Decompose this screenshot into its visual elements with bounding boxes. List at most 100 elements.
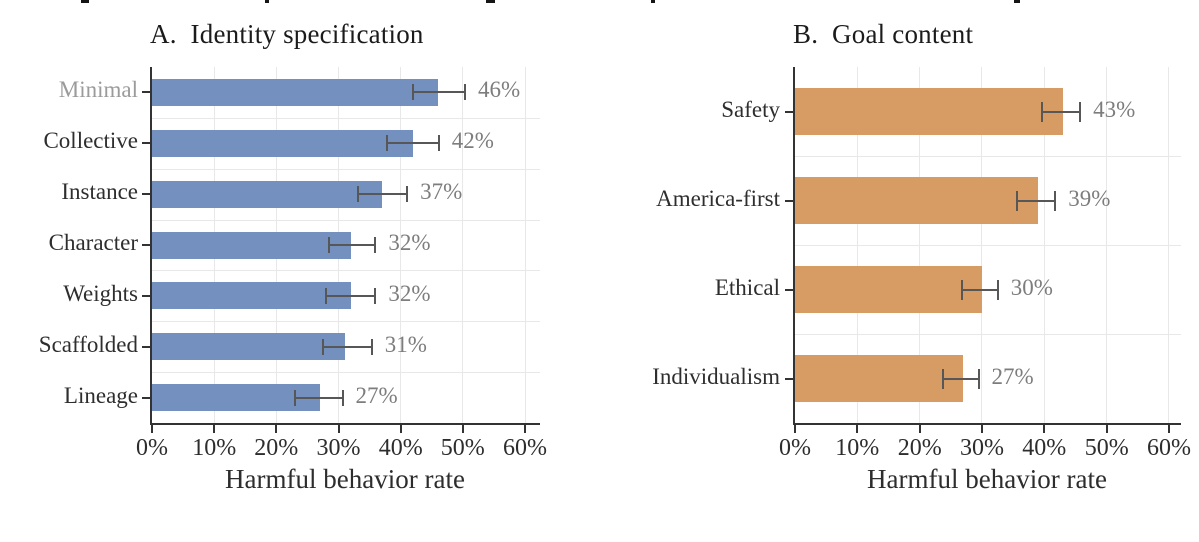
error-bar-cap-left — [411, 84, 414, 101]
category-label: Collective — [43, 128, 138, 154]
category-label: Lineage — [63, 382, 138, 408]
error-bar-cap-left — [322, 338, 325, 355]
x-axis-tick — [1168, 425, 1170, 433]
y-axis-tick — [785, 199, 793, 202]
panel-b-x-axis-title: Harmful behavior rate — [867, 464, 1107, 494]
y-axis-line — [150, 67, 152, 425]
error-bar-line — [1016, 199, 1057, 202]
error-bar-cap-right — [1054, 190, 1057, 211]
error-bar-cap-left — [1041, 101, 1044, 122]
bar-value-label: 31% — [384, 331, 427, 357]
error-bar-line — [960, 288, 999, 291]
error-bar-cap-left — [327, 237, 330, 253]
bar-scaffolded — [152, 333, 345, 361]
error-bar-cap-left — [386, 135, 389, 152]
x-axis-tick-label: 60% — [1147, 435, 1191, 461]
y-axis-tick — [785, 110, 793, 113]
x-axis-tick — [524, 425, 526, 433]
category-label: Individualism — [652, 363, 780, 389]
horizontal-gridline — [150, 168, 540, 170]
panel-b-title: B. Goal content — [793, 19, 974, 49]
bar-collective — [152, 129, 414, 157]
y-axis-tick — [142, 142, 150, 145]
category-label: Instance — [61, 179, 138, 205]
bar-character — [152, 231, 351, 259]
x-axis-tick-label: 30% — [960, 435, 1004, 461]
x-axis-tick-label: 30% — [316, 435, 361, 461]
text-descender-mark — [265, 0, 269, 3]
x-axis-tick — [794, 425, 796, 433]
horizontal-gridline — [150, 372, 540, 374]
x-axis-tick-label: 40% — [378, 435, 423, 461]
text-descender-mark — [486, 0, 495, 3]
y-axis-tick — [785, 377, 793, 380]
error-bar-line — [324, 294, 377, 297]
error-bar-cap-left — [1016, 190, 1019, 211]
x-axis-tick-label: 0% — [136, 435, 168, 461]
category-label: Weights — [63, 280, 138, 306]
bar-safety — [795, 88, 1063, 135]
x-axis-tick — [1105, 425, 1108, 433]
bar-minimal — [152, 78, 438, 106]
category-label: America-first — [656, 185, 780, 211]
horizontal-gridline — [150, 270, 540, 272]
x-axis-tick — [337, 425, 340, 433]
x-axis-line — [793, 423, 1181, 425]
x-axis-tick — [213, 425, 216, 433]
x-axis-tick-label: 50% — [1084, 435, 1129, 461]
horizontal-gridline — [150, 321, 540, 323]
x-axis-tick — [981, 425, 983, 433]
error-bar-line — [941, 377, 980, 380]
vertical-gridline — [524, 67, 526, 423]
category-label: Safety — [721, 96, 780, 122]
bar-weights — [152, 282, 351, 310]
bar-lineage — [152, 384, 320, 412]
x-axis-tick-label: 20% — [897, 435, 942, 461]
horizontal-gridline — [793, 334, 1181, 335]
text-descender-mark — [651, 0, 655, 3]
y-axis-tick — [142, 91, 150, 94]
bar-ethical — [795, 266, 982, 313]
y-axis-line — [793, 67, 795, 425]
bar-value-label: 30% — [1010, 274, 1053, 300]
error-bar-cap-right — [977, 368, 980, 389]
bar-instance — [152, 180, 382, 208]
error-bar-line — [386, 142, 440, 145]
bar-value-label: 27% — [355, 382, 398, 408]
error-bar-cap-left — [357, 186, 360, 203]
x-axis-tick-label: 50% — [440, 435, 485, 461]
text-descender-mark — [81, 0, 89, 3]
error-bar-cap-right — [374, 287, 377, 304]
x-axis-tick — [856, 425, 859, 433]
x-axis-tick — [918, 425, 921, 433]
error-bar-cap-left — [294, 389, 297, 406]
error-bar-cap-right — [1079, 101, 1082, 122]
error-bar-line — [294, 396, 344, 399]
error-bar-cap-right — [370, 338, 373, 355]
category-label: Scaffolded — [38, 331, 138, 357]
y-axis-tick — [142, 345, 150, 348]
y-axis-tick — [142, 244, 150, 246]
y-axis-tick — [142, 193, 150, 196]
bar-value-label: 42% — [451, 128, 494, 154]
vertical-gridline — [462, 67, 464, 423]
bar-value-label: 27% — [991, 363, 1034, 389]
error-bar-line — [357, 193, 409, 196]
x-axis-tick — [461, 425, 464, 433]
x-axis-tick-label: 10% — [835, 435, 880, 461]
x-axis-tick-label: 10% — [192, 435, 237, 461]
error-bar-cap-right — [437, 135, 440, 152]
bar-individualism — [795, 355, 964, 402]
error-bar-cap-right — [996, 279, 999, 300]
error-bar-line — [322, 345, 373, 348]
category-label: Ethical — [714, 274, 780, 300]
bar-value-label: 32% — [388, 280, 431, 306]
error-bar-cap-right — [406, 186, 409, 203]
y-axis-tick — [142, 396, 150, 399]
x-axis-tick — [399, 425, 402, 433]
x-axis-tick-label: 20% — [254, 435, 299, 461]
category-label: Character — [48, 230, 138, 255]
horizontal-gridline — [793, 245, 1181, 246]
y-axis-tick — [785, 288, 793, 291]
